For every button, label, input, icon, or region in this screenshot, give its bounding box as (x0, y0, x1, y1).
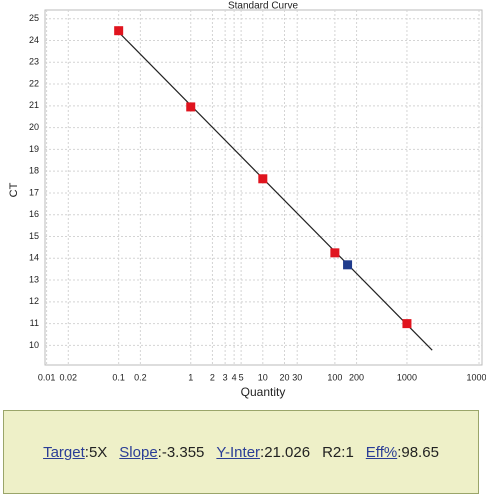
x-tick-label: 10000 (467, 372, 486, 382)
x-tick-label: 1000 (397, 372, 417, 382)
x-tick-label: 30 (292, 372, 302, 382)
stat-label[interactable]: Eff% (365, 443, 398, 461)
point (186, 102, 196, 112)
y-tick-label: 24 (29, 35, 39, 45)
x-tick-label: 200 (349, 372, 364, 382)
point (114, 26, 124, 36)
stat-separator: : (341, 443, 346, 461)
stat-separator: : (260, 443, 265, 461)
stat: Eff%:98.65 (366, 444, 439, 461)
y-tick-label: 17 (29, 187, 39, 197)
point (402, 319, 412, 329)
y-axis-label: CT (8, 182, 20, 197)
point (258, 174, 268, 184)
y-tick-label: 16 (29, 209, 39, 219)
x-tick-label: 1 (188, 372, 193, 382)
chart: Standard Curve Quantity CT 1011121314151… (8, 1, 486, 400)
y-tick-label: 23 (29, 57, 39, 67)
x-tick-label: 3 (223, 372, 228, 382)
stat-value: 98.65 (401, 443, 439, 461)
y-tick-label: 22 (29, 78, 39, 88)
y-tick-label: 19 (29, 144, 39, 154)
y-tick-label: 10 (29, 340, 39, 350)
x-tick-label: 2 (210, 372, 215, 382)
stat: Y-Inter:21.026 (216, 444, 310, 461)
y-tick-label: 18 (29, 166, 39, 176)
x-tick-label: 20 (279, 372, 289, 382)
stat-value: 1 (345, 443, 354, 461)
x-tick-label: 10 (258, 372, 268, 382)
fit-line (118, 31, 433, 351)
stat-separator: : (397, 443, 402, 461)
stat-label[interactable]: Slope (119, 443, 158, 461)
plot-area (44, 9, 483, 366)
chart-title: Standard Curve (228, 1, 298, 12)
x-tick-label: 0.01 (38, 372, 56, 382)
y-tick-label: 14 (29, 253, 39, 263)
stat-value: -3.355 (161, 443, 205, 461)
stat-value: 5X (88, 443, 108, 461)
y-tick-label: 15 (29, 231, 39, 241)
stat-label: R2 (322, 443, 342, 461)
y-tick-label: 11 (30, 318, 39, 328)
y-tick-label: 13 (29, 274, 39, 284)
stat: Target:5X (43, 444, 107, 461)
point (343, 260, 353, 270)
stat-label[interactable]: Target (43, 443, 85, 461)
stat-label[interactable]: Y-Inter (216, 443, 261, 461)
x-tick-label: 5 (239, 372, 244, 382)
x-tick-label: 0.2 (134, 372, 147, 382)
y-tick-label: 25 (29, 13, 39, 23)
x-axis-label: Quantity (241, 385, 286, 399)
stats-panel: Target:5X Slope:-3.355 Y-Inter:21.026 R2:1 E… (3, 410, 479, 494)
y-tick-label: 12 (29, 296, 39, 306)
stat-separator: : (157, 443, 162, 461)
y-tick-label: 21 (29, 100, 39, 110)
x-tick-label: 100 (327, 372, 342, 382)
y-tick-label: 20 (29, 122, 39, 132)
x-tick-label: 0.02 (60, 372, 78, 382)
stat-value: 21.026 (264, 443, 311, 461)
x-tick-label: 4 (232, 372, 237, 382)
point (330, 248, 340, 258)
stat: R2:1 (322, 444, 354, 461)
stat: Slope:-3.355 (119, 444, 204, 461)
stat-separator: : (84, 443, 89, 461)
x-tick-label: 0.1 (112, 372, 125, 382)
